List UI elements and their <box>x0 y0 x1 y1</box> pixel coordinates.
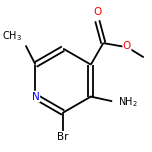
Text: O: O <box>123 41 131 51</box>
Text: NH$_2$: NH$_2$ <box>117 95 137 109</box>
Text: O: O <box>93 7 101 17</box>
Text: CH$_3$: CH$_3$ <box>2 29 22 43</box>
Text: N: N <box>32 92 39 102</box>
Text: Br: Br <box>57 132 69 142</box>
